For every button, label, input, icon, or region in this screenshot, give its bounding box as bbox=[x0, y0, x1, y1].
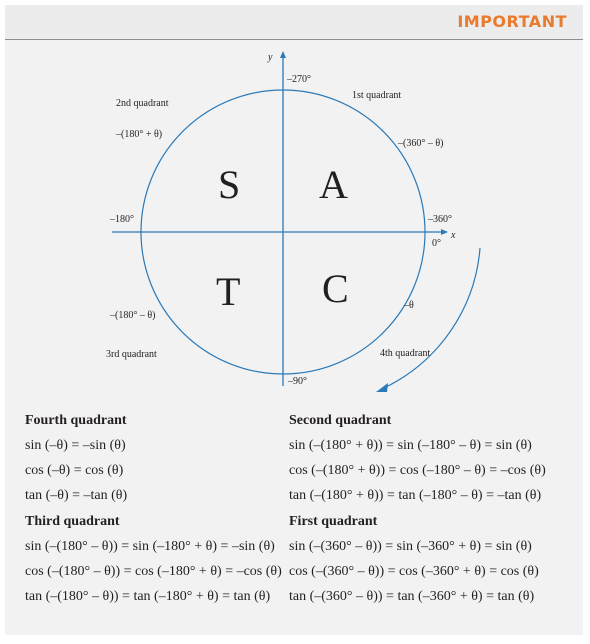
cast-diagram: y x –270° –180° –360° 0° –90° –θ 1st qua… bbox=[106, 51, 481, 392]
first-cos: cos (–(360° – θ)) = cos (–360° + θ) = co… bbox=[289, 564, 539, 579]
quadrant-4-label: 4th quadrant bbox=[380, 348, 430, 359]
quadrant-2-label: 2nd quadrant bbox=[116, 98, 169, 109]
third-quadrant-title: Third quadrant bbox=[25, 514, 120, 529]
second-sin: sin (–(180° + θ)) = sin (–180° – θ) = si… bbox=[289, 438, 532, 453]
second-cos: cos (–(180° + θ)) = cos (–180° – θ) = –c… bbox=[289, 463, 546, 478]
third-tan: tan (–(180° – θ)) = tan (–180° + θ) = ta… bbox=[25, 589, 271, 604]
third-cos: cos (–(180° – θ)) = cos (–180° + θ) = –c… bbox=[25, 564, 282, 579]
fourth-tan: tan (–θ) = –tan (θ) bbox=[25, 488, 128, 503]
label-minus-90: –90° bbox=[287, 376, 307, 387]
label-minus-360: –360° bbox=[427, 214, 452, 225]
letter-s: S bbox=[218, 162, 240, 207]
header-title: IMPORTANT bbox=[457, 12, 567, 31]
label-zero: 0° bbox=[432, 238, 441, 249]
x-axis-arrow bbox=[441, 229, 448, 235]
label-minus-theta: –θ bbox=[403, 300, 414, 311]
letter-c: C bbox=[322, 266, 349, 311]
letter-a: A bbox=[319, 162, 348, 207]
label-minus-180: –180° bbox=[109, 214, 134, 225]
first-quadrant-title: First quadrant bbox=[289, 514, 378, 529]
y-axis-label: y bbox=[267, 52, 273, 63]
third-sin: sin (–(180° – θ)) = sin (–180° + θ) = –s… bbox=[25, 539, 275, 554]
second-tan: tan (–(180° + θ)) = tan (–180° – θ) = –t… bbox=[289, 488, 542, 503]
fourth-quadrant-title: Fourth quadrant bbox=[25, 413, 127, 428]
label-minus-270: –270° bbox=[286, 74, 311, 85]
header-bar: IMPORTANT bbox=[5, 5, 583, 40]
second-quadrant-title: Second quadrant bbox=[289, 413, 392, 428]
quadrant-1-label: 1st quadrant bbox=[352, 90, 401, 101]
rotation-arrow bbox=[383, 247, 481, 389]
quadrant-3-label: 3rd quadrant bbox=[106, 349, 157, 360]
quadrant-2-angle: –(180° + θ) bbox=[115, 129, 162, 140]
unit-circle bbox=[140, 89, 426, 375]
y-axis-arrow bbox=[280, 51, 286, 58]
fourth-sin: sin (–θ) = –sin (θ) bbox=[25, 438, 126, 453]
first-sin: sin (–(360° – θ)) = sin (–360° + θ) = si… bbox=[289, 539, 532, 554]
letter-t: T bbox=[216, 269, 240, 314]
quadrant-3-angle: –(180° – θ) bbox=[109, 310, 155, 321]
x-axis-label: x bbox=[450, 230, 456, 241]
quadrant-1-angle: –(360° – θ) bbox=[397, 138, 443, 149]
first-tan: tan (–(360° – θ)) = tan (–360° + θ) = ta… bbox=[289, 589, 535, 604]
rotation-arrowhead bbox=[376, 383, 388, 392]
important-box: IMPORTANT bbox=[5, 5, 583, 635]
fourth-cos: cos (–θ) = cos (θ) bbox=[25, 463, 124, 478]
